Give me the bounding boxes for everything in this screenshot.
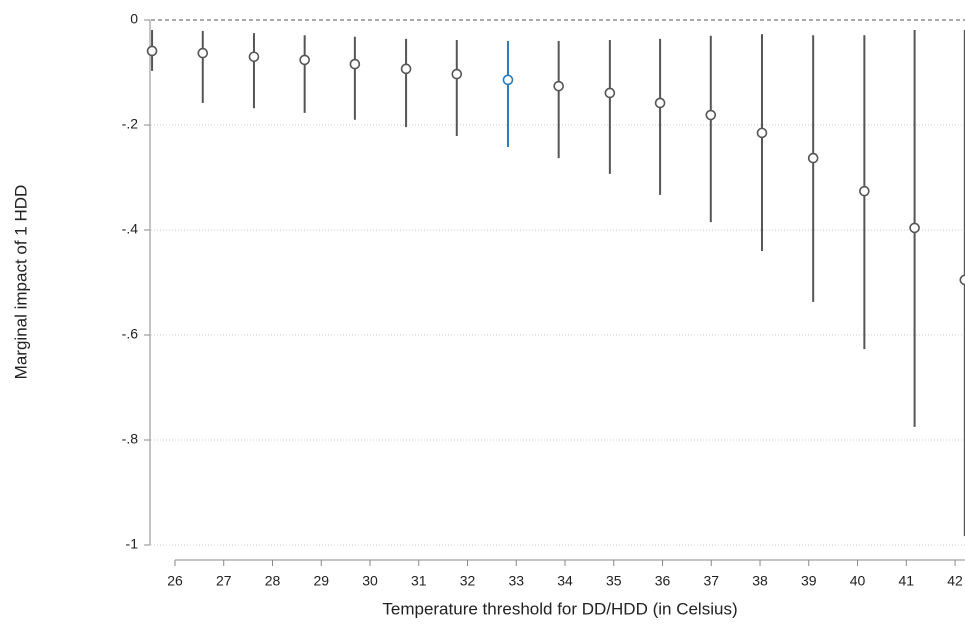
x-tick-label: 30 xyxy=(362,573,378,589)
y-tick-label: -.6 xyxy=(122,326,139,342)
point xyxy=(451,68,463,80)
x-tick-label: 38 xyxy=(752,573,768,589)
point xyxy=(146,45,158,57)
x-tick-label: 37 xyxy=(703,573,719,589)
y-tick-label: -1 xyxy=(126,536,139,552)
point xyxy=(909,222,920,234)
point xyxy=(197,47,209,59)
x-tick-label: 31 xyxy=(411,573,427,589)
x-axis-title: Temperature threshold for DD/HDD (in Cel… xyxy=(382,599,737,618)
y-tick-label: 0 xyxy=(130,11,138,27)
x-tick-label: 33 xyxy=(508,573,524,589)
x-tick-label: 40 xyxy=(850,573,866,589)
x-tick-label: 32 xyxy=(460,573,476,589)
point xyxy=(299,54,310,66)
point xyxy=(248,51,260,63)
point xyxy=(859,185,870,197)
point xyxy=(756,127,768,139)
point xyxy=(807,152,819,164)
point xyxy=(349,58,361,70)
point xyxy=(959,274,965,286)
x-tick-label: 35 xyxy=(606,573,622,589)
x-tick-label: 42 xyxy=(947,573,963,589)
x-tick-label: 27 xyxy=(216,573,232,589)
y-axis-title: Marginal impact of 1 HDD xyxy=(11,185,30,380)
x-tick-label: 36 xyxy=(655,573,671,589)
y-tick-label: -.8 xyxy=(122,431,139,447)
x-tick-label: 34 xyxy=(557,573,573,589)
x-tick-label: 39 xyxy=(801,573,817,589)
point xyxy=(705,109,717,121)
point xyxy=(553,80,564,92)
x-tick-label: 28 xyxy=(265,573,281,589)
x-tick-label: 41 xyxy=(899,573,915,589)
y-tick-label: -.2 xyxy=(122,116,139,132)
point xyxy=(654,97,666,109)
point xyxy=(604,87,616,99)
x-tick-label: 29 xyxy=(313,573,329,589)
point xyxy=(400,63,412,75)
x-tick-label: 26 xyxy=(167,573,183,589)
point xyxy=(502,74,514,86)
y-tick-label: -.4 xyxy=(122,221,139,237)
